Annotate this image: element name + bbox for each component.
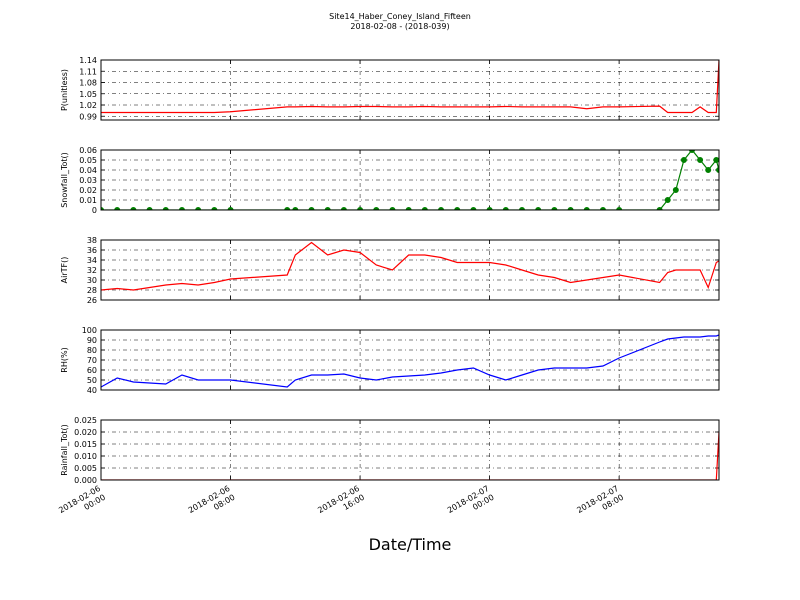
- data-marker: [146, 207, 153, 210]
- y-tick-label: 32: [87, 266, 97, 275]
- data-marker: [713, 157, 719, 163]
- figure-subtitle: 2018-02-08 - (2018-039): [350, 22, 449, 31]
- data-marker: [705, 167, 712, 173]
- y-tick-label: 1.08: [79, 79, 97, 88]
- y-tick-label: 28: [87, 286, 97, 295]
- y-tick-label: 0.005: [74, 464, 97, 473]
- data-marker: [583, 207, 590, 210]
- y-tick-label: 80: [87, 346, 97, 355]
- y-tick-label: 0.025: [74, 416, 97, 425]
- y-tick-label: 0.05: [79, 156, 97, 165]
- y-tick-label: 36: [87, 246, 97, 255]
- y-axis-label: Snowfall_Tot(): [60, 152, 69, 208]
- data-marker: [656, 207, 663, 210]
- data-marker: [162, 207, 169, 210]
- data-marker: [324, 207, 331, 210]
- y-axis-label: Rainfall_Tot(): [60, 424, 69, 476]
- data-marker: [438, 207, 445, 210]
- y-tick-label: 0.020: [74, 428, 97, 437]
- y-tick-label: 1.11: [79, 67, 97, 76]
- y-tick-label: 26: [87, 296, 97, 305]
- data-marker: [567, 207, 574, 210]
- y-tick-label: 90: [87, 336, 97, 345]
- y-axis-label: P(unitless): [60, 69, 69, 111]
- data-marker: [308, 207, 315, 210]
- data-marker: [195, 207, 202, 210]
- data-marker: [518, 207, 525, 210]
- data-marker: [373, 207, 380, 210]
- y-tick-label: 1.14: [79, 56, 97, 65]
- data-marker: [680, 157, 687, 163]
- data-marker: [664, 197, 671, 203]
- y-tick-label: 1.02: [79, 101, 97, 110]
- data-marker: [340, 207, 347, 210]
- data-marker: [227, 207, 234, 210]
- y-axis-label: RH(%): [60, 347, 69, 372]
- data-marker: [689, 150, 696, 153]
- y-tick-label: 50: [87, 376, 97, 385]
- data-marker: [697, 157, 704, 163]
- data-marker: [454, 207, 461, 210]
- data-marker: [178, 207, 185, 210]
- y-tick-label: 0.01: [79, 196, 97, 205]
- data-marker: [502, 207, 509, 210]
- data-marker: [101, 207, 104, 210]
- y-axis-label: AirTF(): [60, 257, 69, 284]
- data-marker: [284, 207, 291, 210]
- data-marker: [357, 207, 364, 210]
- data-line: [101, 60, 719, 114]
- axes-frame: [100, 59, 720, 121]
- data-marker: [535, 207, 542, 210]
- data-marker: [114, 207, 121, 210]
- y-tick-label: 34: [87, 256, 97, 265]
- data-marker: [405, 207, 412, 210]
- data-marker: [616, 207, 623, 210]
- axes-frame: [100, 419, 720, 481]
- data-marker: [599, 207, 606, 210]
- x-axis-label: Date/Time: [369, 535, 452, 554]
- data-marker: [470, 207, 477, 210]
- y-tick-label: 0.015: [74, 440, 97, 449]
- data-marker: [672, 187, 679, 193]
- data-marker: [130, 207, 137, 210]
- data-marker: [292, 207, 299, 210]
- y-tick-label: 0.06: [79, 146, 97, 155]
- y-tick-label: 70: [87, 356, 97, 365]
- axes-frame: [100, 239, 720, 301]
- y-tick-label: 60: [87, 366, 97, 375]
- y-tick-label: 40: [87, 386, 97, 395]
- data-marker: [211, 207, 218, 210]
- y-tick-label: 0.03: [79, 176, 97, 185]
- y-tick-label: 0.02: [79, 186, 97, 195]
- data-line: [101, 241, 719, 291]
- data-line: [101, 150, 719, 210]
- y-tick-label: 0.04: [79, 166, 97, 175]
- data-marker: [716, 167, 719, 173]
- data-line: [101, 334, 719, 388]
- axes-frame: [100, 329, 720, 391]
- data-marker: [421, 207, 428, 210]
- y-tick-label: 1.05: [79, 90, 97, 99]
- y-tick-label: 0.99: [79, 112, 97, 121]
- data-marker: [389, 207, 396, 210]
- y-tick-label: 0: [92, 206, 97, 215]
- y-tick-label: 0.000: [74, 476, 97, 485]
- y-tick-label: 100: [82, 326, 97, 335]
- y-tick-label: 0.010: [74, 452, 97, 461]
- data-marker: [486, 207, 493, 210]
- data-marker: [551, 207, 558, 210]
- y-tick-label: 38: [87, 236, 97, 245]
- y-tick-label: 30: [87, 276, 97, 285]
- axes-frame: [100, 149, 720, 211]
- figure-title: Site14_Haber_Coney_Island_Fifteen: [329, 12, 471, 21]
